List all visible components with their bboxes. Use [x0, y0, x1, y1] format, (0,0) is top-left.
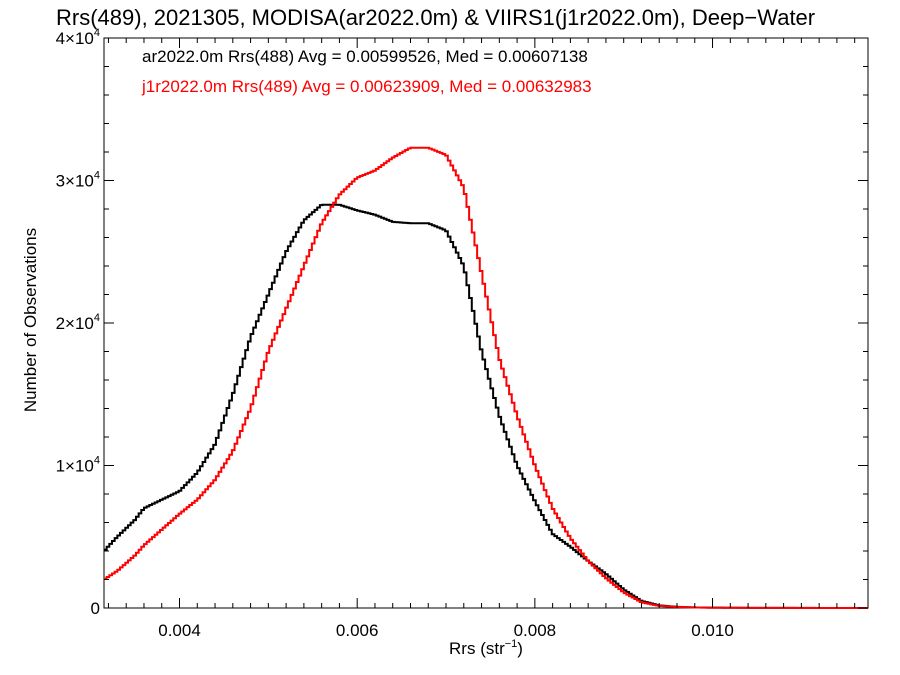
y-tick-label: 4×104 — [56, 27, 100, 48]
legend-entry-ar2022: ar2022.0m Rrs(488) Avg = 0.00599526, Med… — [142, 47, 588, 66]
series-line-ar2022 — [104, 203, 868, 609]
legend-entry-j1r2022: j1r2022.0m Rrs(489) Avg = 0.00623909, Me… — [141, 77, 592, 96]
x-tick-label: 0.004 — [158, 621, 201, 640]
chart-title: Rrs(489), 2021305, MODISA(ar2022.0m) & V… — [56, 5, 815, 30]
y-tick-label: 0 — [91, 599, 100, 618]
y-axis-label: Number of Observations — [21, 228, 40, 412]
x-tick-label: 0.008 — [514, 621, 557, 640]
series-line-j1r2022 — [104, 146, 868, 609]
y-tick-label: 2×104 — [56, 312, 100, 333]
x-tick-label: 0.006 — [336, 621, 379, 640]
y-tick-label: 1×104 — [56, 455, 100, 476]
x-axis-label: Rrs (str−1) — [449, 638, 523, 658]
y-tick-label: 3×104 — [56, 170, 100, 191]
x-tick-label: 0.010 — [691, 621, 734, 640]
plot-frame — [103, 37, 869, 609]
series-layer — [104, 146, 868, 609]
ticks-layer: 0.004 0.006 0.008 0.010 0 1×104 2×104 3×104 4×10… — [56, 27, 868, 640]
